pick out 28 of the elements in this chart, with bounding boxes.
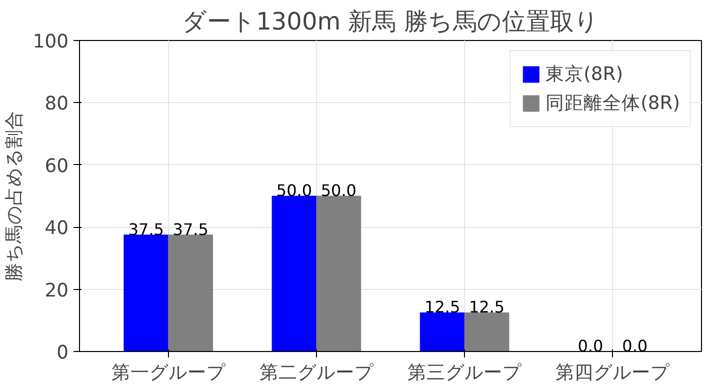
data-label: 37.5 xyxy=(172,220,208,239)
x-tick-label: 第三グループ xyxy=(408,362,523,384)
data-label: 50.0 xyxy=(320,181,356,200)
data-label: 12.5 xyxy=(424,298,460,317)
data-label: 0.0 xyxy=(622,336,648,356)
data-label: 0.0 xyxy=(578,336,604,356)
bar xyxy=(316,196,362,352)
bar xyxy=(464,312,510,352)
data-label: 50.0 xyxy=(276,181,312,200)
bar xyxy=(420,312,465,352)
data-label: 12.5 xyxy=(468,298,505,317)
data-label: 37.5 xyxy=(128,220,164,239)
bar xyxy=(124,234,169,352)
x-tick-label: 第二グループ xyxy=(259,362,374,384)
x-tick-label: 第一グループ xyxy=(111,362,226,384)
y-tick-label: 0 xyxy=(56,342,69,364)
y-tick-label: 20 xyxy=(44,280,69,302)
bar xyxy=(168,234,214,352)
x-tick-label: 第四グループ xyxy=(556,362,671,384)
y-tick-label: 40 xyxy=(44,218,69,240)
legend-label: 東京(8R) xyxy=(546,63,623,87)
y-axis-title: 勝ち馬の占める割合 xyxy=(4,110,25,282)
chart-title: ダート1300m 新馬 勝ち馬の位置取り xyxy=(182,8,599,36)
y-tick-label: 60 xyxy=(44,156,69,177)
y-tick-label: 80 xyxy=(44,94,69,115)
y-tick-label: 100 xyxy=(32,32,68,52)
bar xyxy=(272,196,317,352)
legend-label: 同距離全体(8R) xyxy=(546,92,680,116)
